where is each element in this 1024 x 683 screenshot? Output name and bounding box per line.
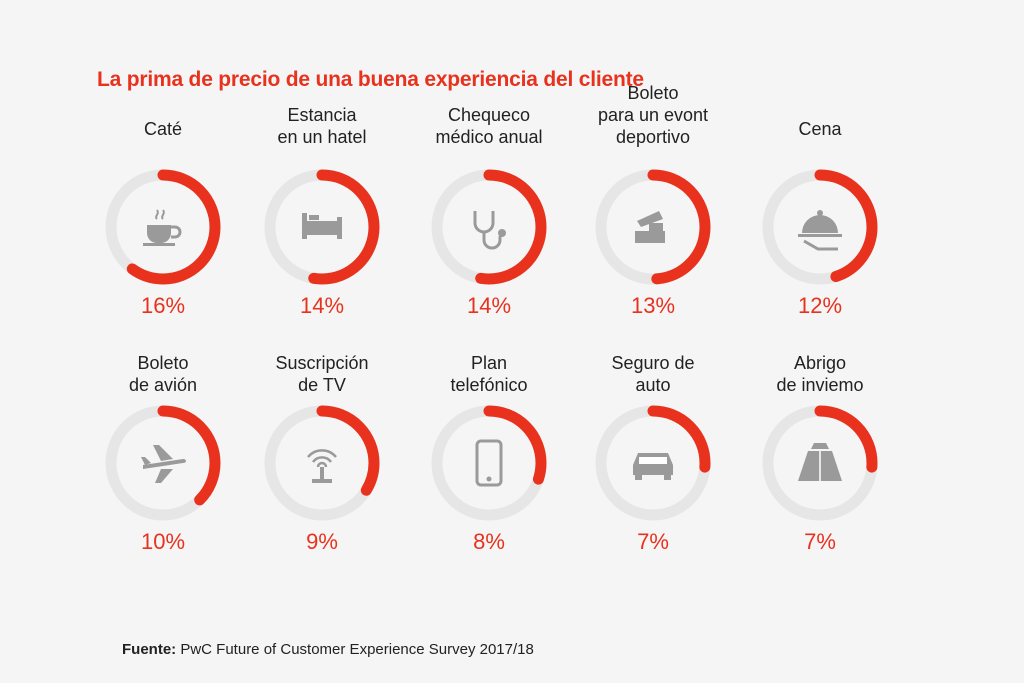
item-label-line: para un evont <box>597 105 709 125</box>
donut-arc <box>431 405 547 521</box>
item-percentage: 7% <box>804 529 836 554</box>
phone-icon <box>475 439 503 487</box>
item-label-line: Chequeco <box>447 105 531 125</box>
item-label-line: médico anual <box>435 127 543 147</box>
donut-arc <box>105 405 221 521</box>
donut-arc <box>264 169 380 285</box>
item-percentage: 16% <box>140 293 186 318</box>
car-icon <box>633 453 673 480</box>
item-label-line: Cena <box>798 119 842 139</box>
donut-ring <box>595 405 711 521</box>
donut-ring <box>431 169 547 285</box>
item-label: Boleto de avión <box>78 352 248 396</box>
item-percentage: 13% <box>630 293 676 318</box>
donut-arc <box>595 405 711 521</box>
donut-ring <box>762 169 878 285</box>
item-label-line: de avión <box>128 375 198 395</box>
coat-icon <box>798 443 842 481</box>
antenna-icon <box>307 449 337 483</box>
item-percentage: 9% <box>306 529 338 554</box>
item-label: Boleto para un evont deportivo <box>568 82 738 148</box>
item-label: Abrigo de inviemo <box>735 352 905 396</box>
item-label-line: Abrigo <box>793 353 847 373</box>
item-label-line: de TV <box>298 375 346 395</box>
item-percentage: 7% <box>637 529 669 554</box>
item-label-line: Plan <box>470 353 508 373</box>
ticket-icon <box>635 211 665 243</box>
airplane-icon <box>141 445 186 483</box>
donut-ring <box>105 405 221 521</box>
item-percentage: 14% <box>466 293 512 318</box>
stethoscope-icon <box>473 211 506 250</box>
item-percentage: 10% <box>140 529 186 554</box>
donut-arc <box>264 405 380 521</box>
item-label: Estancia en un hatel <box>237 104 407 148</box>
donut-arc <box>762 405 878 521</box>
item-label-line: Caté <box>143 119 183 139</box>
source-text: PwC Future of Customer Experience Survey… <box>176 641 534 658</box>
item-label: Cena <box>735 118 905 140</box>
item-percentage: 12% <box>797 293 843 318</box>
item-label-line: Boleto <box>137 353 189 373</box>
chart-title: La prima de precio de una buena experien… <box>97 68 644 91</box>
bed-icon <box>302 213 342 239</box>
donut-arc <box>762 169 878 285</box>
item-label-line: de inviemo <box>776 375 864 395</box>
item-label-line: Seguro de <box>611 353 695 373</box>
donut-arc <box>431 169 547 285</box>
donut-ring <box>105 169 221 285</box>
donut-ring <box>264 169 380 285</box>
item-label-line: en un hatel <box>277 127 367 147</box>
item-label-line: Boleto <box>627 83 679 103</box>
donut-ring <box>595 169 711 285</box>
cloche-icon <box>798 210 842 251</box>
item-percentage: 14% <box>299 293 345 318</box>
source-note: Fuente: PwC Future of Customer Experienc… <box>122 641 534 658</box>
item-label-line: telefónico <box>450 375 528 395</box>
coffee-cup-icon <box>143 209 182 246</box>
donut-arc <box>595 169 711 285</box>
donut-ring <box>264 405 380 521</box>
item-label: Chequeco médico anual <box>404 104 574 148</box>
item-label: Plan telefónico <box>404 352 574 396</box>
source-prefix: Fuente: <box>122 641 177 658</box>
item-label-line: Estancia <box>287 105 357 125</box>
item-percentage: 8% <box>473 529 505 554</box>
item-label-line: Suscripción <box>275 353 369 373</box>
item-label: Caté <box>78 118 248 140</box>
donut-arc <box>105 169 221 285</box>
item-label-line: deportivo <box>615 127 691 147</box>
item-label-line: auto <box>635 375 671 395</box>
item-label: Suscripción de TV <box>237 352 407 396</box>
donut-ring <box>431 405 547 521</box>
item-label: Seguro de auto <box>568 352 738 396</box>
donut-ring <box>762 405 878 521</box>
